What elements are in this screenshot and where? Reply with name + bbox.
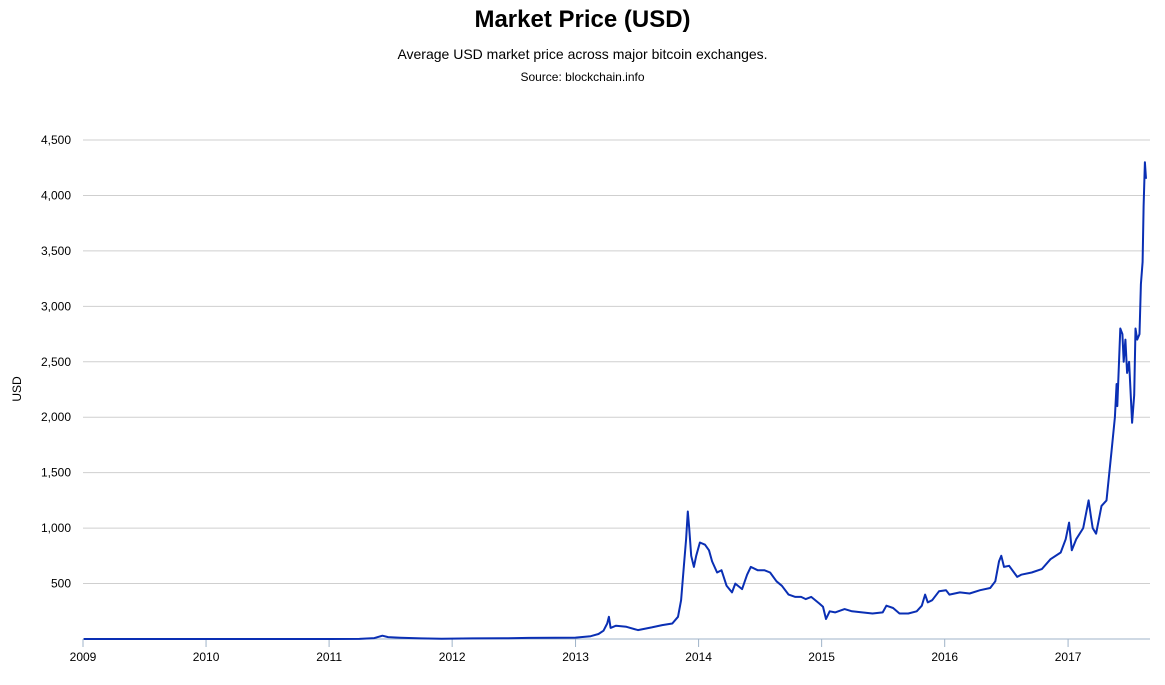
chart-subtitle: Average USD market price across major bi… (397, 46, 768, 62)
y-tick-label: 1,500 (41, 466, 71, 480)
chart-title: Market Price (USD) (474, 6, 691, 33)
x-tick-label: 2011 (316, 650, 342, 664)
x-tick-label: 2013 (562, 650, 589, 664)
x-tick-label: 2017 (1055, 650, 1082, 664)
x-tick-label: 2015 (808, 650, 835, 664)
y-tick-label: 2,000 (41, 410, 71, 424)
x-tick-label: 2010 (193, 650, 220, 664)
series-layer (83, 161, 1147, 640)
y-tick-label: 1,000 (41, 521, 71, 535)
y-tick-label: 500 (51, 577, 71, 591)
y-axis-label: USD (10, 376, 24, 402)
x-tick-label: 2009 (70, 650, 97, 664)
x-tick-label: 2014 (685, 650, 712, 664)
x-tick-label: 2016 (931, 650, 958, 664)
series-line (83, 161, 1147, 640)
y-tick-label: 4,500 (41, 133, 71, 147)
y-tick-label: 3,500 (41, 244, 71, 258)
y-axis-ticks: 500 1,000 1,500 2,000 2,500 3,000 3,500 4,000 4,… (41, 133, 71, 591)
chart-source: Source: blockchain.info (520, 70, 645, 84)
x-tick-label: 2012 (439, 650, 466, 664)
x-axis-ticks: 2009 2010 2011 2012 2013 2014 2015 2016 2017 (70, 639, 1082, 664)
y-tick-label: 4,000 (41, 188, 71, 202)
y-tick-label: 3,000 (41, 299, 71, 313)
grid-lines (83, 139, 1150, 640)
y-tick-label: 2,500 (41, 355, 71, 369)
